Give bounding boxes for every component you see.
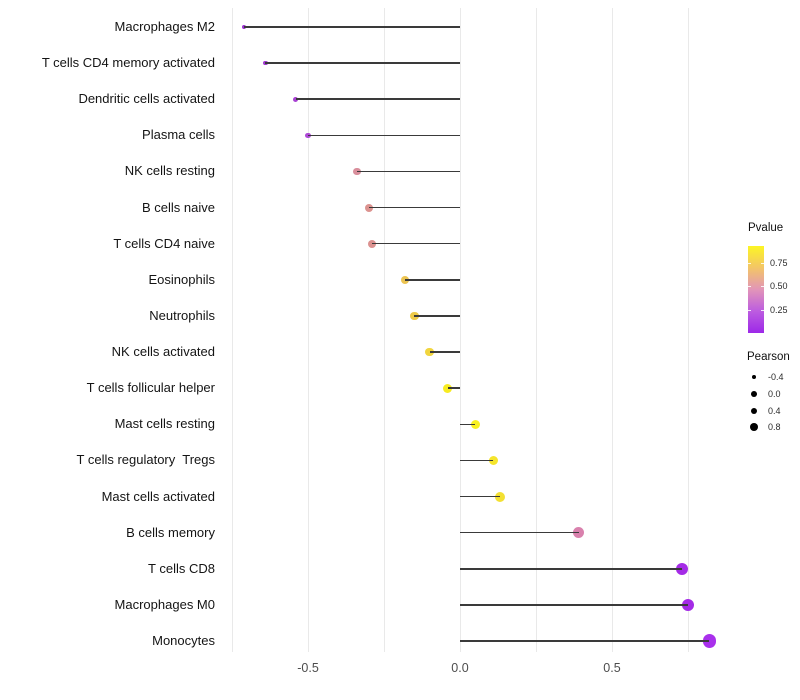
gridline bbox=[383, 8, 385, 652]
pearson-legend-dot bbox=[751, 374, 757, 380]
pvalue-bar-tick bbox=[748, 310, 751, 311]
pearson-legend-label: 0.4 bbox=[768, 406, 781, 416]
pvalue-bar-tick bbox=[761, 310, 764, 311]
lollipop-stem bbox=[295, 98, 460, 100]
category-label: Plasma cells bbox=[142, 127, 215, 143]
lollipop-stem bbox=[368, 206, 460, 209]
gridline bbox=[231, 8, 233, 652]
pvalue-bar-tick bbox=[748, 286, 751, 287]
category-label: Monocytes bbox=[152, 633, 215, 649]
category-label: NK cells resting bbox=[124, 163, 215, 179]
lollipop-stem bbox=[308, 134, 460, 137]
lollipop-stem bbox=[460, 459, 494, 462]
category-label: NK cells activated bbox=[111, 344, 215, 360]
lollipop-stem bbox=[371, 242, 460, 245]
x-axis-tick-label: 0.5 bbox=[603, 661, 621, 675]
lollipop-stem bbox=[460, 531, 579, 534]
gridline bbox=[459, 8, 461, 652]
gridline bbox=[611, 8, 613, 652]
pvalue-bar-tick bbox=[748, 263, 751, 264]
category-label: Mast cells resting bbox=[114, 416, 215, 432]
lollipop-dot bbox=[425, 347, 434, 357]
lollipop-stem bbox=[429, 351, 460, 353]
category-label: B cells naive bbox=[142, 199, 215, 215]
lollipop-stem bbox=[460, 640, 710, 642]
lollipop-dot bbox=[494, 491, 505, 502]
lollipop-stem bbox=[460, 604, 688, 606]
category-label: T cells CD4 memory activated bbox=[41, 55, 215, 71]
pvalue-tick-label: 0.25 bbox=[770, 305, 788, 315]
pearson-legend-dot bbox=[751, 391, 757, 397]
lollipop-stem bbox=[447, 387, 460, 389]
legend-pearson-title: Pearson bbox=[747, 351, 790, 363]
lollipop-stem bbox=[414, 315, 460, 317]
legend-pvalue-title: Pvalue bbox=[748, 222, 784, 234]
lollipop-dot bbox=[305, 132, 311, 139]
lollipop-stem bbox=[356, 170, 460, 173]
lollipop-stem bbox=[244, 26, 460, 28]
lollipop-stem bbox=[460, 568, 682, 570]
category-label: T cells CD8 bbox=[148, 560, 215, 576]
category-label: Macrophages M0 bbox=[114, 596, 215, 612]
pearson-legend-label: -0.4 bbox=[768, 372, 784, 382]
lollipop-stem bbox=[460, 423, 476, 426]
lollipop-stem bbox=[460, 495, 500, 498]
lollipop-dot bbox=[573, 527, 585, 539]
pearson-legend-label: 0.8 bbox=[768, 422, 781, 432]
gridline bbox=[307, 8, 309, 652]
pearson-legend-dot bbox=[750, 423, 758, 431]
category-label: T cells regulatory Tregs bbox=[76, 452, 215, 468]
lollipop-stem bbox=[405, 279, 460, 281]
pvalue-tick-label: 0.50 bbox=[770, 281, 788, 291]
lollipop-dot bbox=[470, 419, 480, 429]
category-label: T cells CD4 naive bbox=[113, 235, 215, 251]
pearson-legend-label: 0.0 bbox=[768, 389, 781, 399]
lollipop-dot bbox=[675, 562, 689, 576]
x-axis-tick-label: -0.5 bbox=[297, 661, 319, 675]
category-label: Macrophages M2 bbox=[114, 19, 215, 34]
lollipop-stem bbox=[265, 62, 460, 64]
lollipop-dot bbox=[263, 60, 268, 66]
gridline bbox=[687, 8, 689, 652]
pvalue-tick-label: 0.75 bbox=[770, 258, 788, 268]
lollipop-dot bbox=[702, 634, 716, 648]
category-label: Neutrophils bbox=[149, 307, 215, 323]
pvalue-gradient-bar bbox=[748, 246, 764, 333]
category-label: Mast cells activated bbox=[101, 488, 215, 504]
x-axis-tick-label: 0.0 bbox=[451, 661, 469, 675]
category-label: B cells memory bbox=[126, 524, 215, 540]
pvalue-bar-tick bbox=[761, 263, 764, 264]
pvalue-bar-tick bbox=[761, 286, 764, 287]
gridline bbox=[535, 8, 537, 652]
pearson-legend-dot bbox=[750, 407, 758, 415]
category-label: Eosinophils bbox=[148, 271, 216, 287]
category-label: T cells follicular helper bbox=[86, 380, 215, 396]
category-label: Dendritic cells activated bbox=[78, 91, 215, 107]
